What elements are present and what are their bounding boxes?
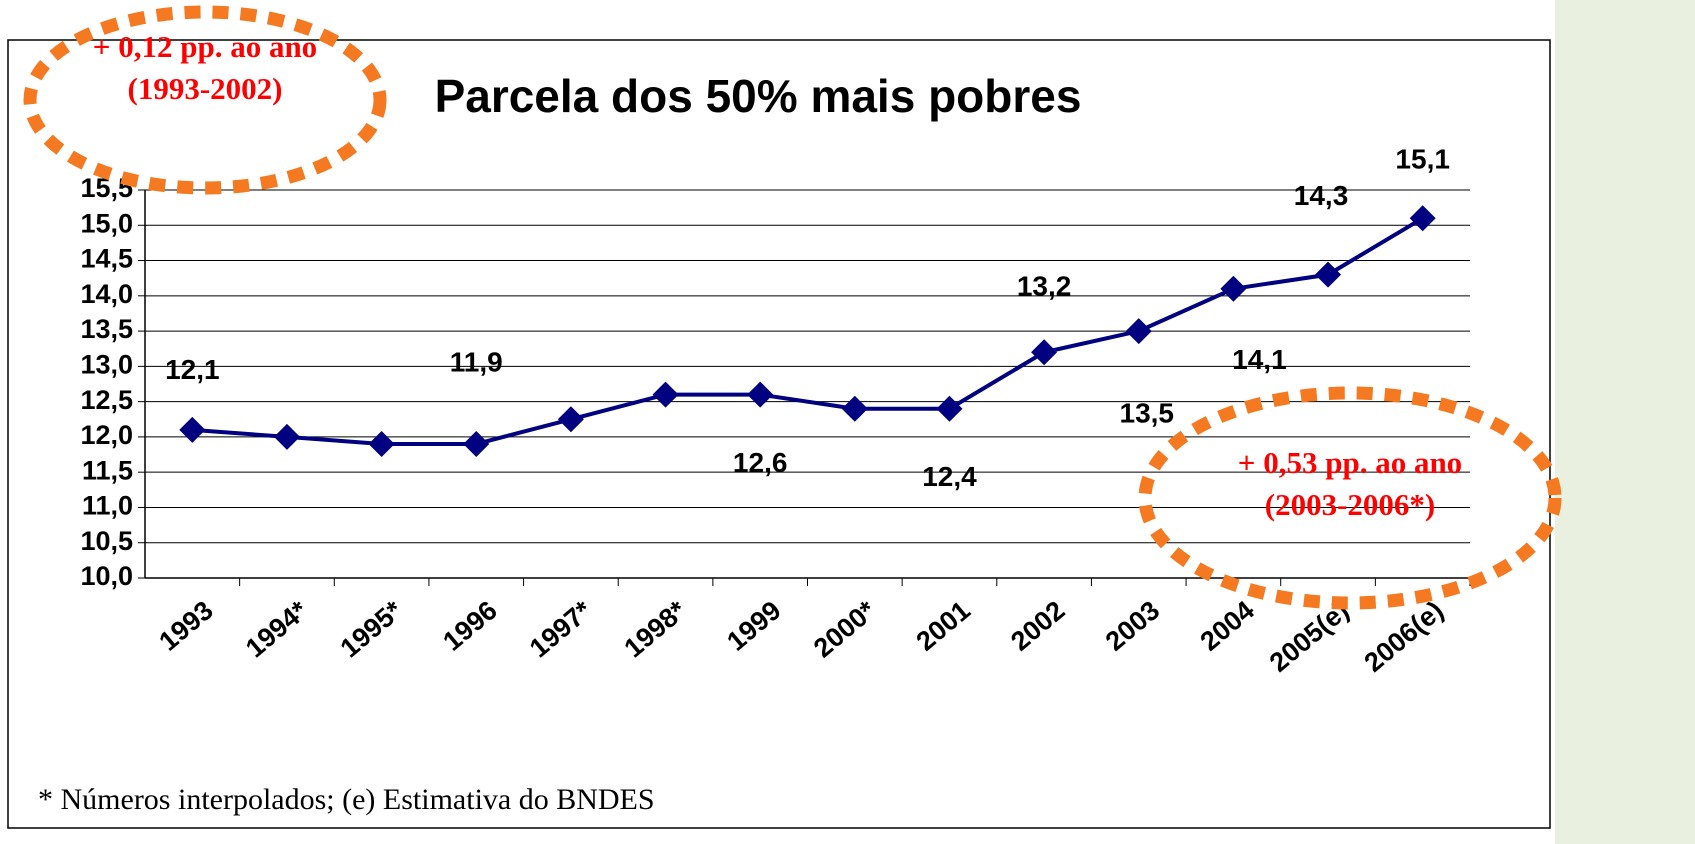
y-tick-label: 12,0	[80, 420, 133, 450]
data-label: 14,3	[1294, 180, 1349, 211]
data-point	[652, 381, 679, 408]
data-point	[1125, 318, 1152, 345]
data-label: 13,2	[1017, 271, 1072, 302]
data-line	[192, 216, 1424, 446]
annotation: (1993-2002)	[128, 71, 283, 106]
data-point	[1315, 261, 1342, 288]
y-tick-label: 15,0	[80, 208, 133, 238]
data-point	[841, 395, 868, 422]
y-tick-label: 12,5	[80, 385, 133, 415]
data-point	[273, 423, 300, 450]
y-tick-label: 11,0	[82, 491, 133, 521]
data-point	[1220, 275, 1247, 302]
data-label: 13,5	[1120, 397, 1175, 428]
data-label: 15,1	[1395, 144, 1450, 175]
data-point	[463, 430, 490, 457]
footnote: * Números interpolados; (e) Estimativa d…	[38, 783, 655, 816]
y-tick-label: 14,5	[80, 244, 133, 274]
annotation-ellipse	[1138, 386, 1562, 610]
y-tick-label: 10,5	[80, 526, 133, 556]
data-label: 12,6	[733, 447, 788, 478]
annotation: + 0,53 pp. ao ano	[1238, 445, 1462, 480]
data-label: 12,1	[165, 354, 220, 385]
annotation-ellipse	[23, 5, 387, 195]
data-point	[1409, 205, 1436, 232]
data-point	[557, 406, 584, 433]
data-label: 12,4	[922, 461, 977, 492]
y-tick-label: 13,0	[80, 349, 133, 379]
data-point	[368, 430, 395, 457]
data-label: 11,9	[450, 346, 503, 377]
data-point	[179, 416, 206, 443]
data-point	[747, 381, 774, 408]
y-tick-label: 11,5	[82, 455, 133, 485]
y-tick-label: 10,0	[80, 561, 133, 591]
annotation: + 0,12 pp. ao ano	[93, 29, 317, 64]
data-point	[936, 395, 963, 422]
data-label: 14,1	[1232, 344, 1287, 375]
y-tick-label: 13,5	[80, 314, 133, 344]
chart-title: Parcela dos 50% mais pobres	[435, 70, 1082, 122]
data-point	[1031, 339, 1058, 366]
y-tick-label: 14,0	[80, 279, 133, 309]
annotation: (2003-2006*)	[1265, 487, 1435, 522]
